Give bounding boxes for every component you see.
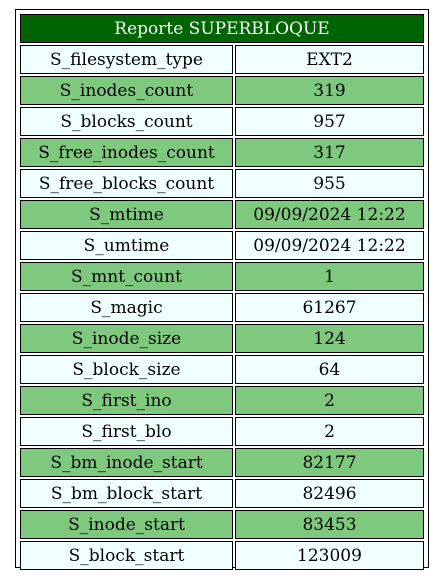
- table-row: S_free_blocks_count 955: [20, 169, 424, 198]
- field-name-cell: S_inodes_count: [20, 76, 233, 105]
- table-row: S_block_start 123009: [20, 541, 424, 570]
- table-row: S_mnt_count 1: [20, 262, 424, 291]
- field-value-cell: 957: [235, 107, 424, 136]
- field-value-cell: 82177: [235, 448, 424, 477]
- field-name-cell: S_block_size: [20, 355, 233, 384]
- field-name-cell: S_free_blocks_count: [20, 169, 233, 198]
- field-value-cell: 319: [235, 76, 424, 105]
- field-name-cell: S_umtime: [20, 231, 233, 260]
- field-value-cell: 955: [235, 169, 424, 198]
- field-name-cell: S_bm_block_start: [20, 479, 233, 508]
- table-row: S_mtime 09/09/2024 12:22: [20, 200, 424, 229]
- field-name-cell: S_first_blo: [20, 417, 233, 446]
- table-row: S_inodes_count 319: [20, 76, 424, 105]
- table-row: S_free_inodes_count 317: [20, 138, 424, 167]
- field-value-cell: 2: [235, 417, 424, 446]
- superblock-report-frame: Reporte SUPERBLOQUE S_filesystem_type EXT…: [15, 9, 429, 570]
- table-row: S_first_ino 2: [20, 386, 424, 415]
- field-name-cell: S_mnt_count: [20, 262, 233, 291]
- field-value-cell: 09/09/2024 12:22: [235, 231, 424, 260]
- table-row: S_inode_start 83453: [20, 510, 424, 539]
- field-value-cell: 317: [235, 138, 424, 167]
- field-name-cell: S_magic: [20, 293, 233, 322]
- header-row: Reporte SUPERBLOQUE: [20, 14, 424, 43]
- table-row: S_umtime 09/09/2024 12:22: [20, 231, 424, 260]
- field-value-cell: 82496: [235, 479, 424, 508]
- field-value-cell: 2: [235, 386, 424, 415]
- table-row: S_magic 61267: [20, 293, 424, 322]
- field-name-cell: S_inode_size: [20, 324, 233, 353]
- field-value-cell: EXT2: [235, 45, 424, 74]
- table-row: S_bm_inode_start 82177: [20, 448, 424, 477]
- table-row: S_blocks_count 957: [20, 107, 424, 136]
- field-value-cell: 1: [235, 262, 424, 291]
- field-value-cell: 123009: [235, 541, 424, 570]
- table-row: S_inode_size 124: [20, 324, 424, 353]
- table-row: S_first_blo 2: [20, 417, 424, 446]
- field-value-cell: 64: [235, 355, 424, 384]
- field-value-cell: 83453: [235, 510, 424, 539]
- field-name-cell: S_mtime: [20, 200, 233, 229]
- field-name-cell: S_bm_inode_start: [20, 448, 233, 477]
- table-body: S_filesystem_type EXT2 S_inodes_count 319 S_…: [20, 45, 424, 570]
- field-name-cell: S_filesystem_type: [20, 45, 233, 74]
- table-row: S_bm_block_start 82496: [20, 479, 424, 508]
- table-row: S_block_size 64: [20, 355, 424, 384]
- field-value-cell: 09/09/2024 12:22: [235, 200, 424, 229]
- table-row: S_filesystem_type EXT2: [20, 45, 424, 74]
- field-name-cell: S_blocks_count: [20, 107, 233, 136]
- report-title: Reporte SUPERBLOQUE: [20, 14, 424, 43]
- superblock-report-table: Reporte SUPERBLOQUE S_filesystem_type EXT…: [18, 12, 426, 572]
- field-name-cell: S_block_start: [20, 541, 233, 570]
- field-name-cell: S_first_ino: [20, 386, 233, 415]
- field-value-cell: 61267: [235, 293, 424, 322]
- field-value-cell: 124: [235, 324, 424, 353]
- field-name-cell: S_free_inodes_count: [20, 138, 233, 167]
- field-name-cell: S_inode_start: [20, 510, 233, 539]
